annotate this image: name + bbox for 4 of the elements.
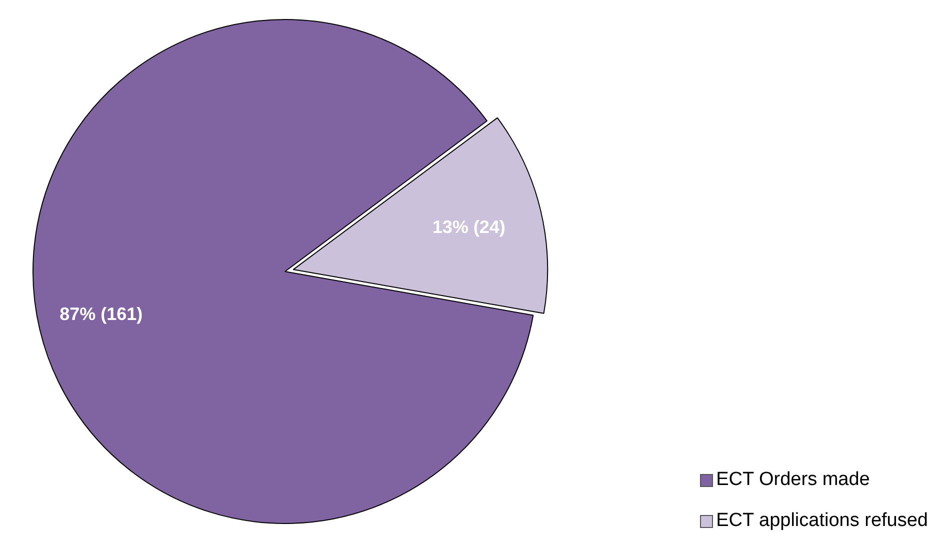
- data-label: 87% (161): [60, 304, 143, 324]
- legend-label: ECT Orders made: [716, 469, 870, 491]
- data-label: 13% (24): [432, 216, 506, 237]
- legend-label: ECT applications refused: [716, 510, 928, 532]
